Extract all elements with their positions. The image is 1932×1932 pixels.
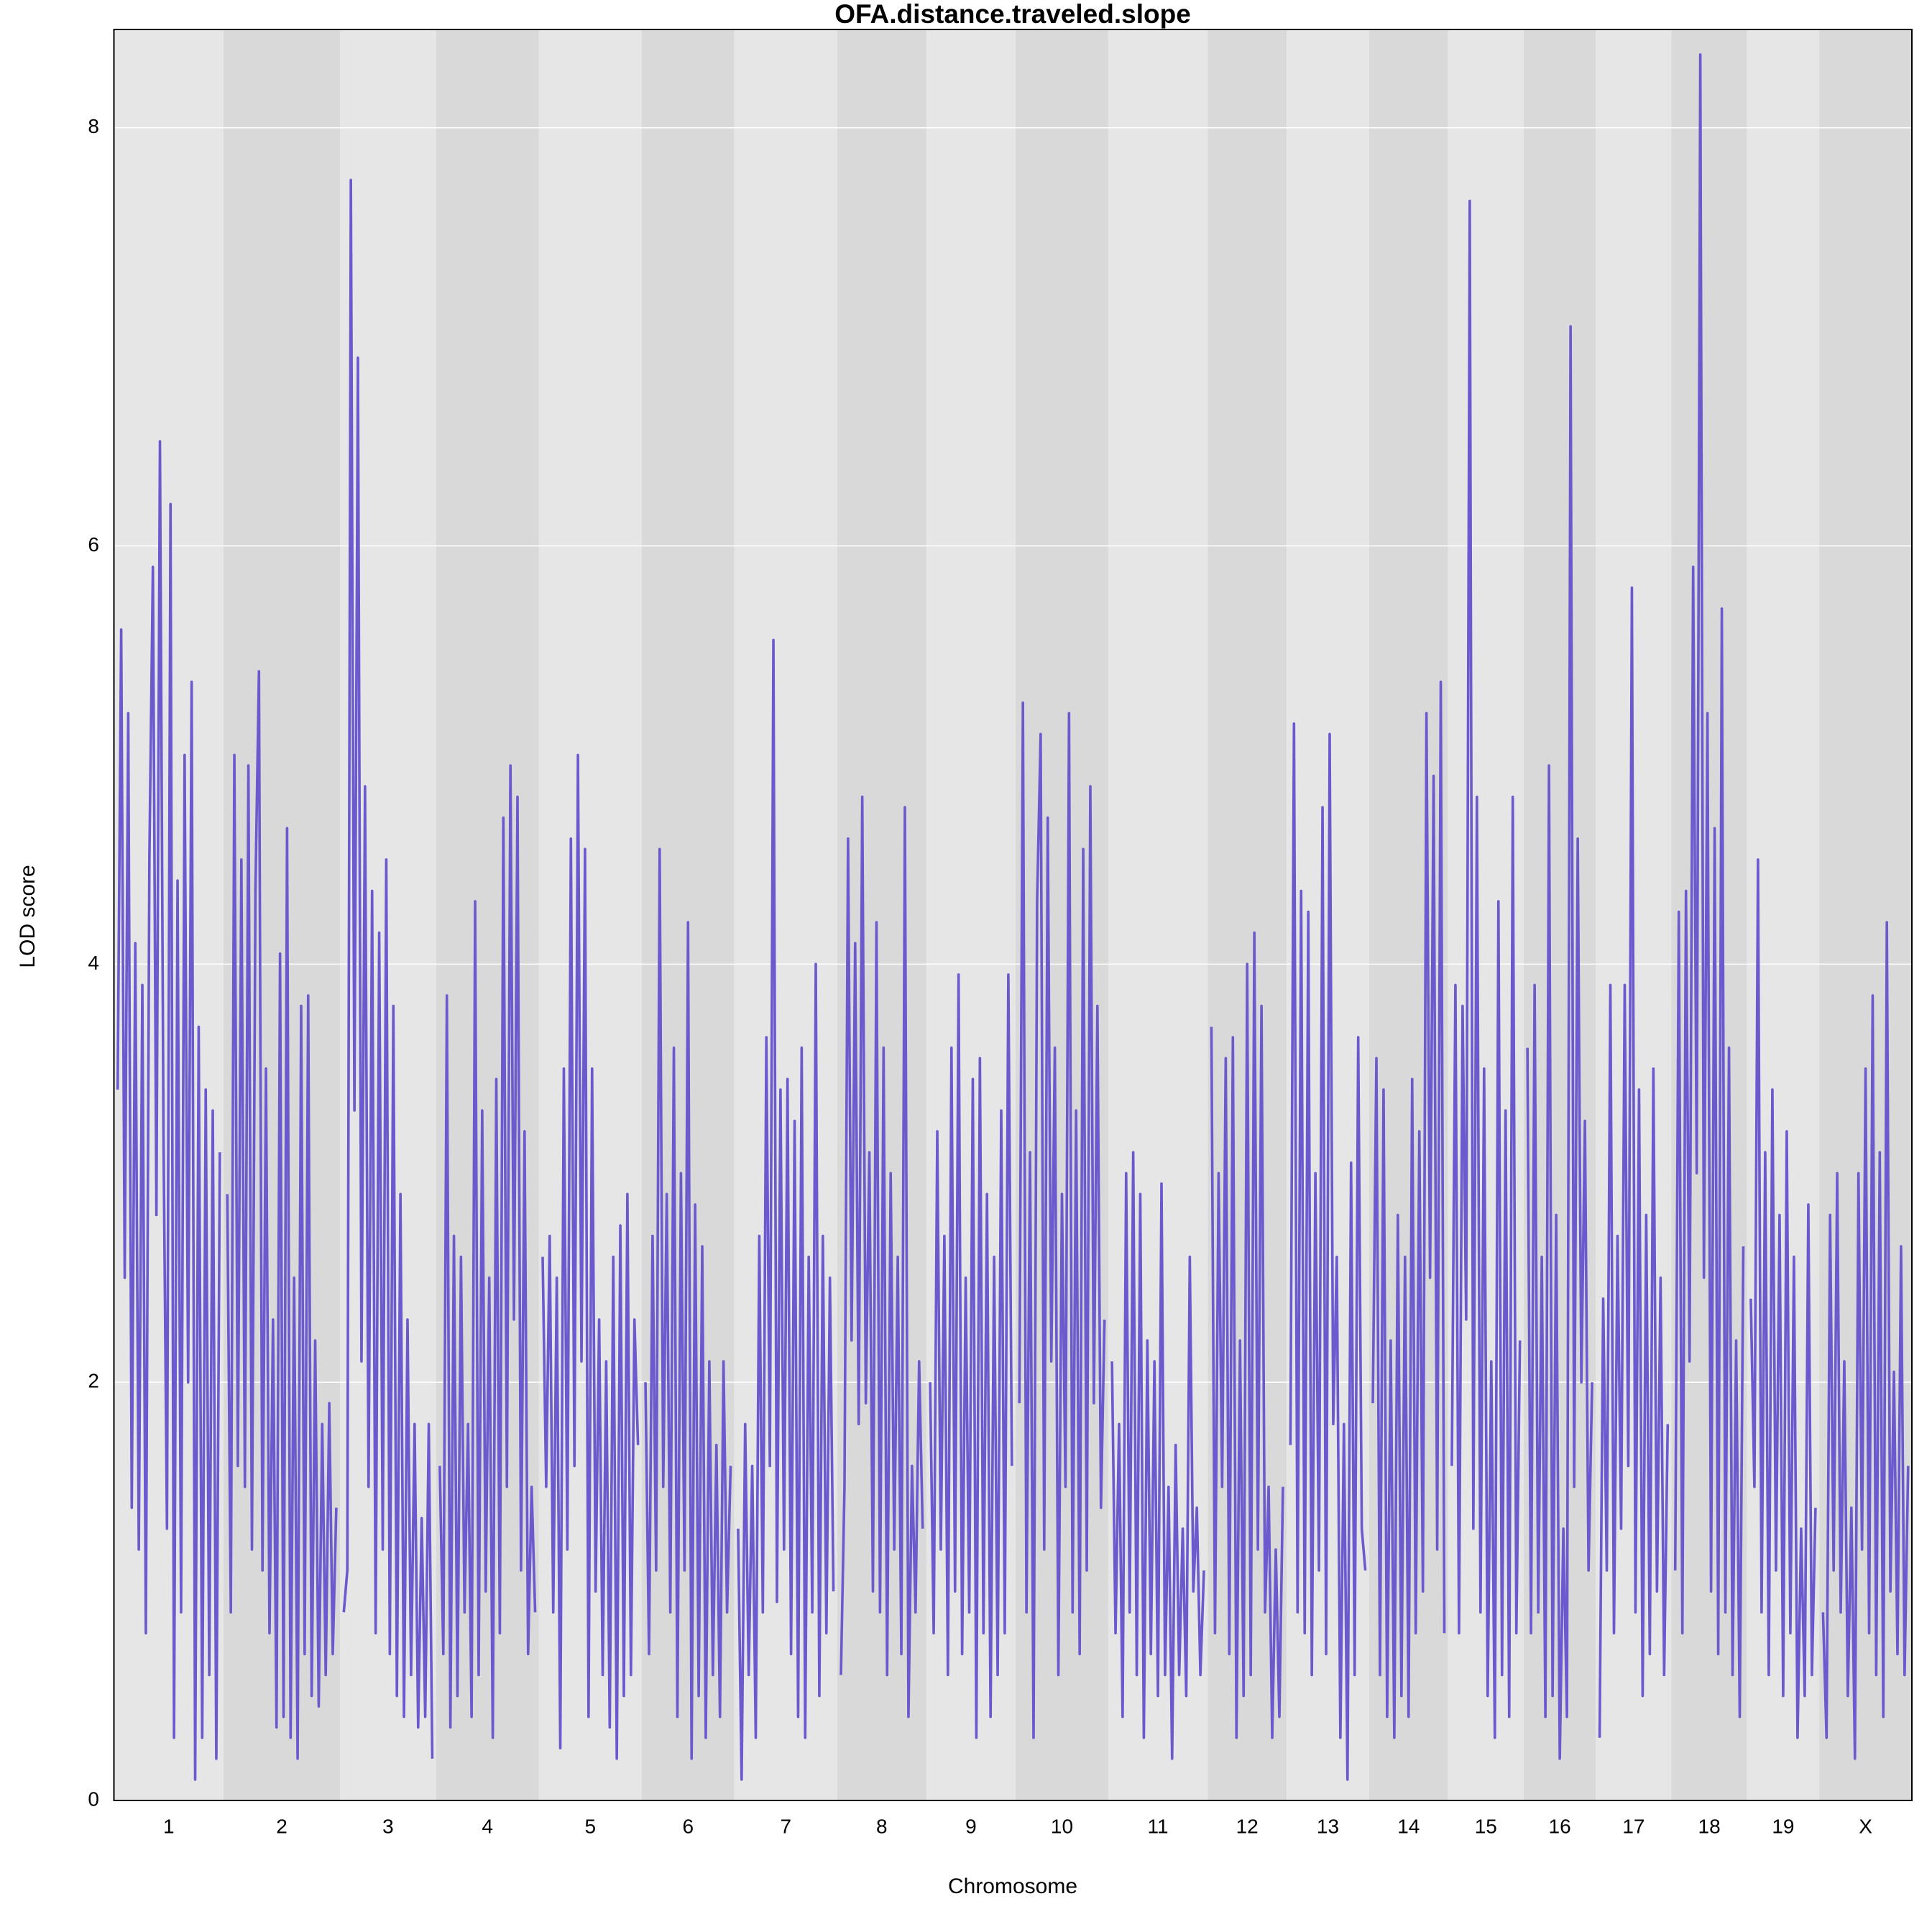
x-tick-label: 14 [1397, 1815, 1420, 1837]
lod-line [1821, 921, 1910, 1760]
x-tick-label: 16 [1549, 1815, 1571, 1837]
lod-line [1673, 53, 1745, 1719]
lod-line [116, 440, 221, 1781]
lod-line [1289, 722, 1367, 1781]
y-tick-label: 2 [88, 1370, 99, 1392]
x-tick-label: 19 [1772, 1815, 1794, 1837]
x-tick-label: 18 [1698, 1815, 1721, 1837]
x-tick-label: 15 [1475, 1815, 1497, 1837]
x-tick-label: 5 [585, 1815, 597, 1837]
y-axis-label: LOD score [16, 865, 40, 967]
lod-line [1371, 680, 1446, 1739]
chart-title: OFA.distance.traveled.slope [834, 0, 1191, 29]
lod-line [541, 753, 640, 1760]
x-tick-label: 10 [1051, 1815, 1073, 1837]
lod-line [1526, 325, 1593, 1760]
x-tick-label: 1 [163, 1815, 175, 1837]
x-tick-label: 13 [1317, 1815, 1339, 1837]
lod-line [1018, 701, 1106, 1739]
y-tick-label: 0 [88, 1788, 99, 1810]
lines-layer [116, 53, 1910, 1781]
x-tick-label: 17 [1622, 1815, 1644, 1837]
x-tick-label: 2 [276, 1815, 288, 1837]
lod-line [1210, 931, 1284, 1739]
lod-line [1450, 199, 1522, 1739]
plot-frame [113, 29, 1913, 1801]
x-tick-label: X [1859, 1815, 1872, 1837]
y-tick-label: 4 [88, 952, 99, 974]
lod-line [226, 670, 338, 1760]
lod-line [840, 795, 924, 1719]
lod-line [1749, 858, 1817, 1739]
x-tick-label: 3 [382, 1815, 394, 1837]
lod-line [929, 973, 1013, 1739]
lod-line [644, 847, 732, 1760]
lod-line [1598, 586, 1670, 1738]
x-tick-label: 6 [682, 1815, 694, 1837]
x-tick-label: 7 [780, 1815, 791, 1837]
lod-line [1110, 1151, 1205, 1760]
x-tick-label: 8 [876, 1815, 888, 1837]
x-tick-label: 12 [1236, 1815, 1259, 1837]
chromosome-band [1016, 29, 1108, 1800]
lod-line [342, 178, 434, 1759]
x-axis-label: Chromosome [948, 1874, 1077, 1898]
y-tick-label: 6 [88, 533, 99, 556]
frame-layer [113, 29, 1913, 1801]
lod-line [737, 638, 835, 1781]
x-tick-label: 11 [1148, 1815, 1169, 1837]
x-tick-label: 9 [965, 1815, 977, 1837]
y-tick-label: 8 [88, 115, 99, 137]
chromosome-band [1523, 29, 1596, 1800]
chromosome-band [1208, 29, 1287, 1800]
x-tick-label: 4 [482, 1815, 493, 1837]
lod-line [438, 764, 537, 1739]
